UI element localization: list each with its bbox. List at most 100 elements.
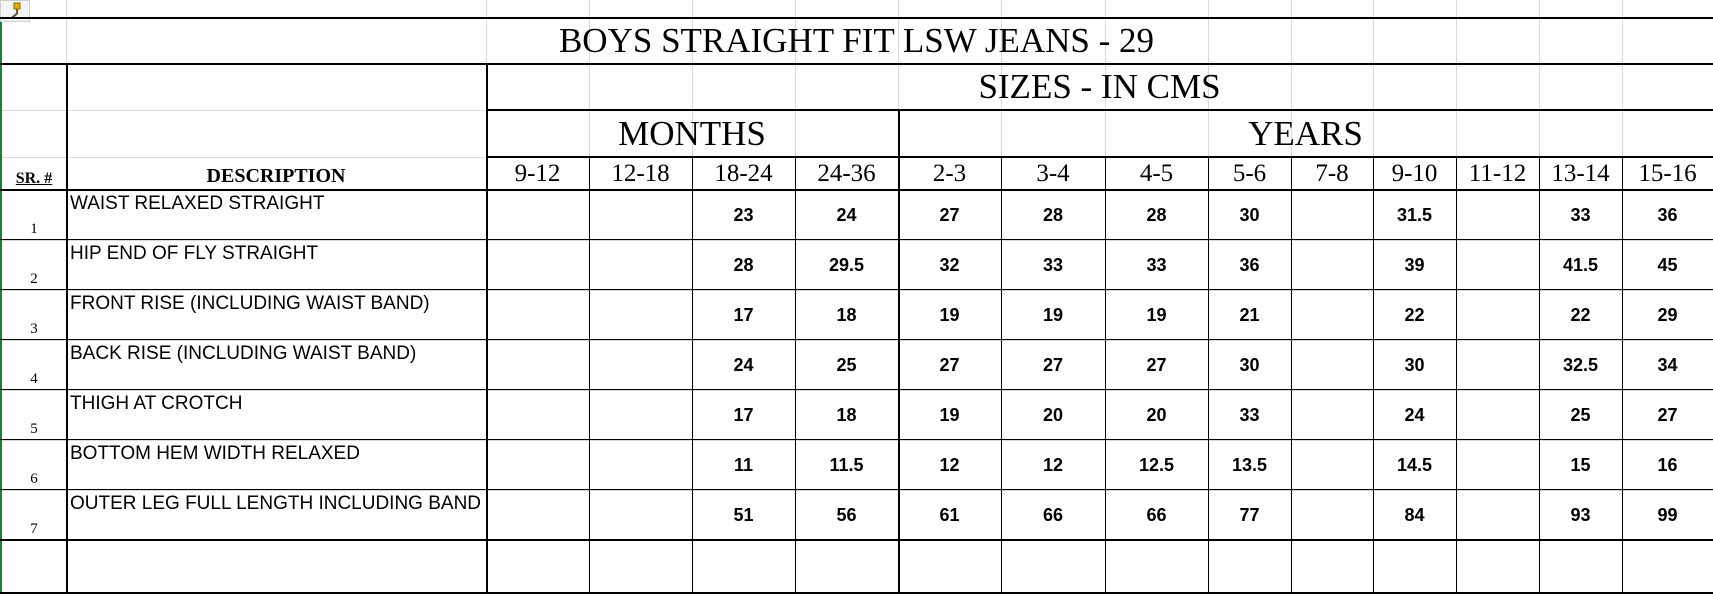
measurement-cell[interactable]: 22 [1570, 304, 1591, 325]
measurement-cell[interactable] [486, 290, 589, 340]
measurement-cell[interactable]: 12.5 [1138, 454, 1175, 475]
measurement-cell[interactable]: 22 [1404, 304, 1425, 325]
measurement-cell[interactable] [486, 490, 589, 540]
measurement-cell[interactable] [1291, 390, 1373, 440]
measurement-cell[interactable]: 27 [1042, 354, 1064, 375]
measurement-cell[interactable]: 45 [1657, 254, 1678, 275]
measurement-cell[interactable] [589, 490, 692, 540]
measurement-cell[interactable]: 19 [939, 304, 960, 325]
measurement-cell[interactable]: 66 [1146, 504, 1167, 525]
table-border [0, 189, 1713, 191]
measurement-cell[interactable]: 24 [733, 354, 754, 375]
measurement-cell[interactable]: 30 [1239, 204, 1260, 225]
table-border [0, 63, 1713, 65]
measurement-cell[interactable] [589, 390, 692, 440]
measurement-cell[interactable]: 19 [939, 404, 960, 425]
measurement-cell[interactable] [589, 240, 692, 290]
measurement-cell[interactable]: 61 [939, 504, 960, 525]
measurement-cell[interactable]: 30 [1239, 354, 1260, 375]
measurement-cell[interactable]: 27 [939, 204, 960, 225]
measurement-cell[interactable] [486, 340, 589, 390]
measurement-cell[interactable]: 19 [1146, 304, 1167, 325]
measurement-cell[interactable] [589, 340, 692, 390]
measurement-cell[interactable]: 24 [836, 204, 857, 225]
measurement-cell[interactable] [1456, 190, 1539, 240]
measurement-cell[interactable] [1291, 440, 1373, 490]
measurement-cell[interactable] [1291, 240, 1373, 290]
measurement-cell[interactable]: 14.5 [1396, 454, 1433, 475]
measurement-cell[interactable] [1456, 390, 1539, 440]
measurement-cell[interactable]: 33 [1042, 254, 1064, 275]
measurement-cell[interactable]: 93 [1570, 504, 1591, 525]
measurement-cell[interactable]: 84 [1404, 504, 1425, 525]
measurement-cell[interactable]: 18 [836, 304, 857, 325]
measurement-cell[interactable] [1291, 190, 1373, 240]
measurement-cell[interactable]: 24 [1404, 404, 1425, 425]
measurement-cell[interactable] [486, 240, 589, 290]
measurement-cell[interactable]: 41.5 [1562, 254, 1599, 275]
measurement-cell[interactable]: 20 [1042, 404, 1064, 425]
measurement-cell[interactable] [486, 190, 589, 240]
measurement-cell[interactable]: 32 [939, 254, 960, 275]
measurement-cell[interactable]: 19 [1042, 304, 1064, 325]
measurement-cell[interactable]: 51 [733, 504, 754, 525]
measurement-cell[interactable]: 36 [1657, 204, 1678, 225]
gridline [0, 240, 1713, 241]
measurement-cell[interactable]: 66 [1042, 504, 1064, 525]
measurement-cell[interactable]: 29.5 [828, 254, 865, 275]
table-border [1291, 156, 1292, 594]
measurement-cell[interactable] [589, 440, 692, 490]
size-column-header: 4-5 [1139, 159, 1174, 187]
measurement-cell[interactable]: 56 [836, 504, 857, 525]
measurement-cell[interactable]: 29 [1657, 304, 1678, 325]
measurement-cell[interactable]: 11.5 [829, 454, 864, 475]
measurement-cell[interactable]: 12 [939, 454, 960, 475]
measurement-cell[interactable]: 99 [1657, 504, 1678, 525]
measurement-cell[interactable] [1291, 290, 1373, 340]
measurement-cell[interactable] [1291, 490, 1373, 540]
measurement-cell[interactable] [589, 290, 692, 340]
measurement-cell[interactable] [1456, 440, 1539, 490]
measurement-cell[interactable] [1456, 340, 1539, 390]
measurement-cell[interactable]: 39 [1404, 254, 1425, 275]
table-border [0, 239, 1713, 240]
measurement-cell[interactable]: 28 [733, 254, 754, 275]
measurement-cell[interactable] [1456, 240, 1539, 290]
row-description: BOTTOM HEM WIDTH RELAXED [70, 443, 360, 464]
measurement-cell[interactable]: 28 [1146, 204, 1167, 225]
measurement-cell[interactable]: 32.5 [1562, 354, 1599, 375]
measurement-cell[interactable]: 36 [1239, 254, 1260, 275]
measurement-cell[interactable]: 15 [1570, 454, 1591, 475]
measurement-cell[interactable]: 33 [1570, 204, 1591, 225]
measurement-cell[interactable]: 23 [733, 204, 754, 225]
measurement-cell[interactable]: 17 [733, 304, 754, 325]
measurement-cell[interactable]: 34 [1657, 354, 1678, 375]
measurement-cell[interactable]: 16 [1657, 454, 1678, 475]
measurement-cell[interactable]: 33 [1146, 254, 1167, 275]
measurement-cell[interactable]: 13.5 [1231, 454, 1268, 475]
paintbrush-icon[interactable] [0, 0, 30, 22]
table-border [692, 156, 693, 594]
measurement-cell[interactable] [1456, 290, 1539, 340]
measurement-cell[interactable]: 20 [1146, 404, 1167, 425]
measurement-cell[interactable]: 12 [1042, 454, 1064, 475]
measurement-cell[interactable]: 30 [1404, 354, 1425, 375]
measurement-cell[interactable] [589, 190, 692, 240]
measurement-cell[interactable]: 31.5 [1396, 204, 1433, 225]
measurement-cell[interactable]: 25 [836, 354, 857, 375]
measurement-cell[interactable] [1291, 340, 1373, 390]
measurement-cell[interactable]: 28 [1042, 204, 1064, 225]
measurement-cell[interactable]: 21 [1239, 304, 1260, 325]
measurement-cell[interactable] [1456, 490, 1539, 540]
measurement-cell[interactable]: 77 [1239, 504, 1260, 525]
measurement-cell[interactable]: 11 [733, 454, 754, 475]
measurement-cell[interactable]: 33 [1239, 404, 1260, 425]
measurement-cell[interactable]: 18 [836, 404, 857, 425]
measurement-cell[interactable]: 27 [1657, 404, 1678, 425]
measurement-cell[interactable]: 27 [939, 354, 960, 375]
measurement-cell[interactable] [486, 440, 589, 490]
measurement-cell[interactable]: 17 [733, 404, 754, 425]
measurement-cell[interactable]: 27 [1146, 354, 1167, 375]
measurement-cell[interactable] [486, 390, 589, 440]
measurement-cell[interactable]: 25 [1570, 404, 1591, 425]
